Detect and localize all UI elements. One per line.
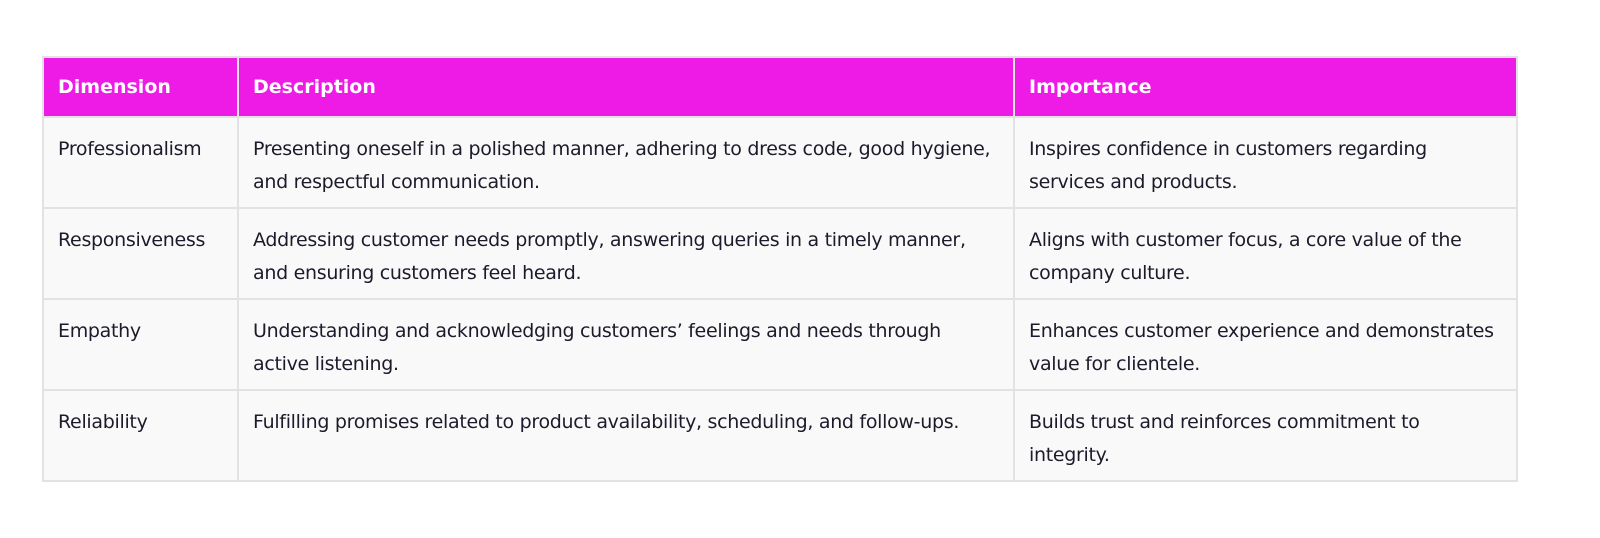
table-row: Responsiveness Addressing customer needs…	[42, 207, 1518, 300]
cell-description: Understanding and acknowledging customer…	[237, 298, 1015, 391]
header-dimension: Dimension	[42, 56, 239, 118]
cell-dimension: Professionalism	[42, 116, 239, 209]
cell-description: Fulfilling promises related to product a…	[237, 389, 1015, 482]
table-row: Professionalism Presenting oneself in a …	[42, 116, 1518, 209]
cell-dimension: Responsiveness	[42, 207, 239, 300]
table-row: Reliability Fulfilling promises related …	[42, 389, 1518, 482]
cell-importance: Aligns with customer focus, a core value…	[1013, 207, 1518, 300]
header-description: Description	[237, 56, 1015, 118]
cell-description: Presenting oneself in a polished manner,…	[237, 116, 1015, 209]
cell-description: Addressing customer needs promptly, answ…	[237, 207, 1015, 300]
cell-dimension: Empathy	[42, 298, 239, 391]
cell-importance: Inspires confidence in customers regardi…	[1013, 116, 1518, 209]
cell-dimension: Reliability	[42, 389, 239, 482]
table-row: Empathy Understanding and acknowledging …	[42, 298, 1518, 391]
table-header-row: Dimension Description Importance	[42, 56, 1518, 118]
dimensions-table: Dimension Description Importance Profess…	[42, 56, 1518, 482]
cell-importance: Enhances customer experience and demonst…	[1013, 298, 1518, 391]
header-importance: Importance	[1013, 56, 1518, 118]
cell-importance: Builds trust and reinforces commitment t…	[1013, 389, 1518, 482]
